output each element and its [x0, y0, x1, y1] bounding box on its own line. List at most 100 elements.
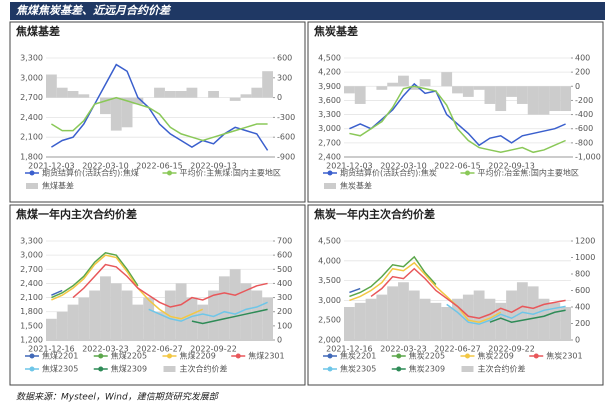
y2-tick-label: 100 [277, 321, 292, 330]
legend-swatch [167, 353, 172, 359]
bar [506, 290, 517, 340]
legend-swatch [465, 353, 470, 359]
bar [516, 282, 528, 340]
bar [549, 86, 561, 112]
chart-title: 焦炭一年内主次合约价差 [313, 207, 435, 221]
bar [495, 86, 507, 112]
bar [240, 94, 252, 98]
series-line [349, 255, 437, 298]
legend-label: 焦炭2201 [340, 351, 376, 361]
legend-label: 焦煤基差 [42, 181, 74, 191]
y2-tick-label: 700 [277, 237, 292, 246]
bar [365, 298, 377, 340]
bar [262, 71, 273, 98]
bar [218, 276, 230, 340]
y2-tick-label: 800 [575, 270, 590, 279]
series-line [72, 263, 268, 308]
footer-bar [10, 388, 605, 406]
bar [175, 283, 187, 340]
legend-swatch [327, 366, 333, 372]
y2-tick-label: 0 [575, 336, 580, 345]
bar [538, 298, 550, 340]
y-tick-label: 1,500 [20, 321, 43, 330]
y-tick-label: 3,300 [20, 54, 43, 63]
x-tick-label: 2022-09-13 [190, 162, 237, 171]
bar [100, 276, 111, 340]
panel-border [9, 21, 306, 203]
y2-tick-label: 0 [575, 82, 580, 91]
y-tick-label: 2,700 [318, 138, 341, 147]
bar [376, 86, 388, 90]
bar [100, 97, 111, 115]
y-tick-label: 3,300 [318, 110, 341, 119]
y-tick-label: 4,500 [318, 54, 341, 63]
legend-label: 焦炭2301 [546, 351, 582, 361]
bar [419, 79, 431, 87]
bar [495, 302, 507, 340]
y2-tick-label: -400 [575, 110, 593, 119]
chart-title: 焦炭基差 [313, 24, 358, 38]
y-tick-label: 1,800 [20, 307, 43, 316]
bar [527, 86, 539, 115]
legend-swatch [98, 353, 104, 359]
legend-label: 平均价:冶金焦:国内主要地区 [478, 168, 579, 178]
y2-tick-label: -300 [277, 113, 295, 122]
series-line [349, 261, 502, 323]
series-line [51, 254, 204, 320]
legend-swatch [327, 170, 333, 176]
series-line [51, 251, 139, 299]
bar [46, 74, 57, 98]
legend-label: 主次合约价差 [478, 364, 526, 374]
bar [110, 97, 122, 131]
legend-swatch [29, 366, 35, 372]
y-tick-label: 4,500 [318, 237, 341, 246]
legend-label: 焦煤2205 [111, 351, 147, 361]
bar [527, 286, 539, 340]
y-tick-label: 3,000 [318, 124, 341, 133]
bar [344, 307, 355, 340]
bar [516, 86, 528, 104]
y2-tick-label: 600 [575, 286, 590, 295]
bar [506, 86, 517, 97]
legend-swatch [98, 366, 104, 372]
y-tick-label: 3,000 [20, 251, 43, 260]
x-tick-label: 2022-03-10 [380, 162, 427, 171]
bar [398, 75, 409, 87]
y2-tick-label: 0 [277, 336, 282, 345]
chart-title: 焦煤一年内主次合约价差 [15, 207, 137, 221]
y-tick-label: 2,700 [20, 93, 43, 102]
y2-tick-label: -900 [277, 153, 295, 162]
y2-tick-label: 200 [575, 319, 590, 328]
y2-tick-label: 200 [277, 307, 292, 316]
legend-label: 焦炭2205 [409, 351, 445, 361]
y2-tick-label: -1,000 [575, 153, 601, 162]
legend-label: 焦煤2305 [42, 364, 78, 374]
y-tick-label: 2,100 [20, 293, 43, 302]
x-tick-label: 2021-12-16 [28, 345, 75, 354]
y-tick-label: 3,000 [20, 73, 43, 82]
series-line [191, 308, 268, 325]
legend-swatch [235, 353, 241, 359]
y-tick-label: 2,100 [20, 133, 43, 142]
bar [175, 91, 187, 98]
y2-tick-label: 400 [575, 303, 590, 312]
bar [251, 290, 263, 340]
series-line [370, 267, 566, 319]
header-title: 焦煤焦炭基差、近远月合约价差 [16, 4, 172, 17]
bar [110, 283, 122, 340]
y2-tick-label: -200 [575, 96, 593, 105]
bar [164, 91, 176, 98]
bar [452, 298, 463, 340]
bar [441, 307, 453, 340]
bar [46, 318, 57, 340]
y-tick-label: 2,400 [318, 153, 341, 162]
bar [387, 286, 399, 340]
y-tick-label: 1,200 [20, 336, 43, 345]
legend-swatch [465, 170, 470, 176]
x-tick-label: 2022-06-15 [434, 162, 481, 171]
y-tick-label: 3,300 [20, 237, 43, 246]
bar [354, 86, 366, 104]
bar [408, 290, 420, 340]
y2-tick-label: 600 [277, 54, 292, 63]
